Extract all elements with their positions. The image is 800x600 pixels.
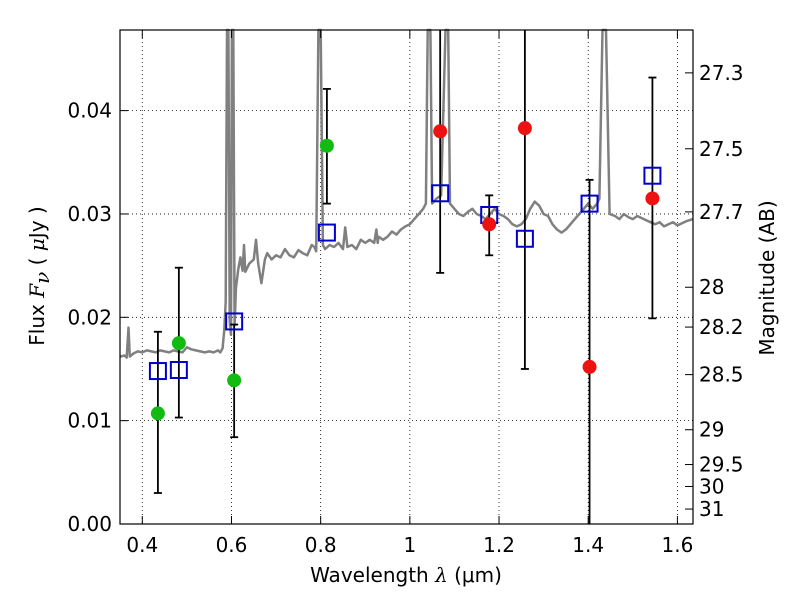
y-tick-label: 0.00 [67,512,112,536]
model-square [317,223,336,242]
model-square [431,184,450,203]
x-tick-label: 0.6 [216,533,248,557]
mag-tick-label: 29 [699,418,724,442]
red-data-point [482,217,497,232]
y2-axis-title: Magnitude (AB) [755,200,779,355]
model-square [225,312,244,331]
mag-tick-label: 28.5 [699,363,744,387]
red-data-point [433,124,448,139]
mag-tick-label: 27.3 [699,61,744,85]
model-square [515,229,534,248]
mag-tick-label: 28 [699,275,724,299]
x-tick-label: 0.8 [305,533,337,557]
axis-ticks: 0.4 0.6 0.8 1 1.2 1.4 1.6 0.00 0.01 0.02 0.03 0.04 2… [67,30,744,557]
x-tick-label: 0.4 [126,533,158,557]
photometry-points [148,121,662,421]
mag-tick-label: 29.5 [699,453,744,477]
green-data-point [227,373,242,388]
green-data-point [319,138,334,153]
spectrum-series [119,28,694,359]
y-tick-label: 0.04 [67,99,112,123]
mag-tick-label: 27.7 [699,200,744,224]
y-axis-title: Flux Fν ( μJy ) [25,206,54,345]
x-tick-label: 1 [403,533,416,557]
x-axis-title: Wavelength λ (μm) [310,563,502,587]
green-data-point [150,406,165,421]
model-square [580,194,599,213]
red-data-point [582,359,597,374]
mag-tick-label: 27.5 [699,137,744,161]
y-tick-label: 0.01 [67,409,112,433]
mag-tick-label: 28.2 [699,315,744,339]
plot-frame [119,29,694,525]
mag-tick-label: 30 [699,474,724,498]
green-data-point [171,336,186,351]
y-tick-label: 0.03 [67,202,112,226]
red-data-point [645,191,660,206]
x-tick-label: 1.4 [572,533,604,557]
x-tick-label: 1.6 [661,533,693,557]
spectrum-line [119,28,694,359]
y-tick-label: 0.02 [67,305,112,329]
x-tick-label: 1.2 [483,533,515,557]
model-square [643,166,662,185]
mag-tick-label: 31 [699,497,724,521]
model-square [169,361,188,380]
model-square [148,362,167,381]
red-data-point [517,121,532,136]
